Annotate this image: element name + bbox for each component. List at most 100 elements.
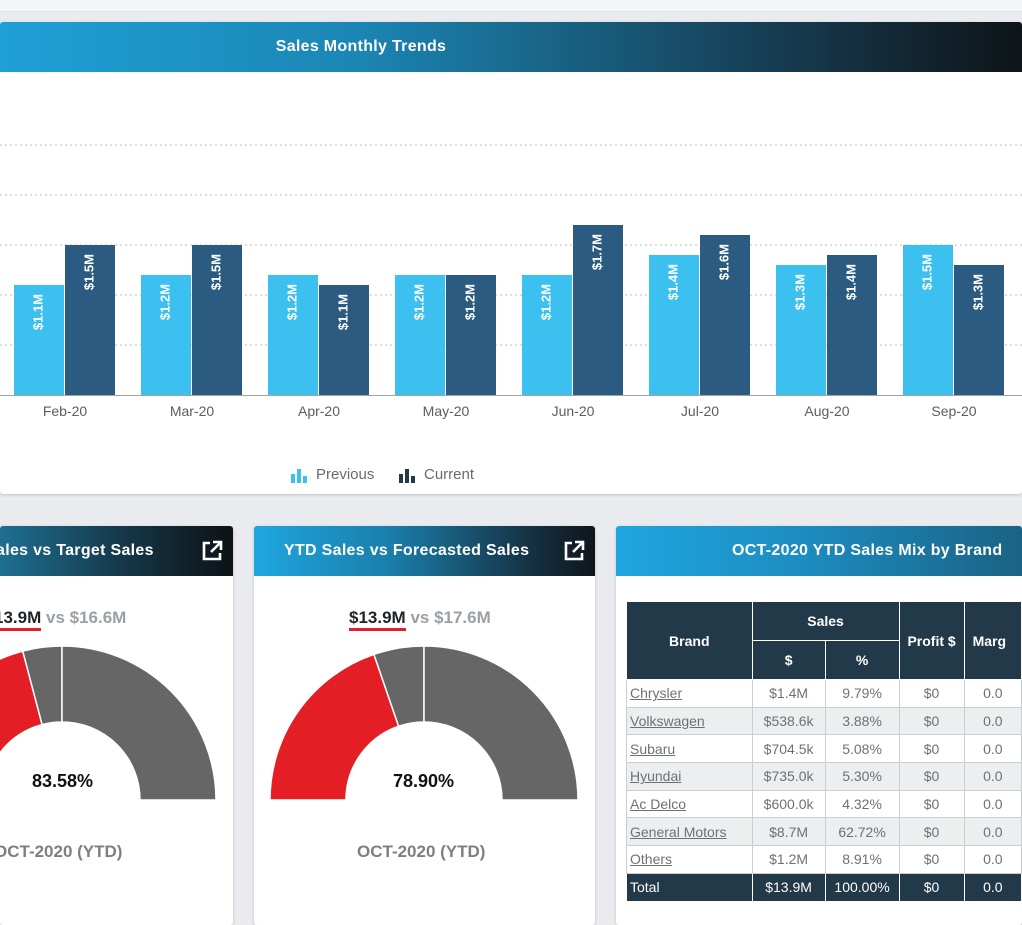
- bar-previous[interactable]: [268, 275, 318, 395]
- sales-mix-table: Brand Sales Profit $ Marg $ % Chrysler $…: [626, 601, 1022, 902]
- bar-previous[interactable]: [649, 255, 699, 395]
- gauge1-percent: 83.58%: [32, 771, 94, 791]
- mix-header: OCT-2020 YTD Sales Mix by Brand: [616, 526, 1022, 576]
- bar-current[interactable]: [700, 235, 750, 395]
- top-strip: [0, 0, 1022, 12]
- table-row: Chrysler $1.4M 9.79% $0 0.0: [626, 679, 1022, 708]
- bar-previous[interactable]: [395, 275, 445, 395]
- profit-cell: $0: [898, 789, 965, 819]
- sales-cell: $735.0k: [751, 762, 826, 791]
- bar-value-label: $1.2M: [157, 284, 172, 320]
- margin-cell: 0.0: [963, 762, 1022, 791]
- profit-cell: $0: [898, 734, 965, 764]
- legend-previous[interactable]: Previous: [290, 466, 374, 483]
- bar-current[interactable]: [65, 245, 115, 395]
- gauge2-current: $13.9M: [349, 608, 406, 631]
- x-tick-label: Feb-20: [43, 403, 88, 419]
- bar-chart-icon: [291, 468, 307, 483]
- percent-cell: 5.30%: [824, 762, 900, 791]
- bar-current[interactable]: [827, 255, 877, 395]
- profit-cell: $0: [898, 845, 965, 874]
- x-tick-label: Apr-20: [298, 403, 340, 419]
- percent-cell: 9.79%: [824, 679, 900, 708]
- bar-previous[interactable]: [522, 275, 572, 395]
- total-sales: $13.9M: [751, 872, 826, 902]
- ytd-vs-forecast-panel: YTD Sales vs Forecasted Sales $13.9M vs …: [254, 526, 595, 925]
- table-row: General Motors $8.7M 62.72% $0 0.0: [626, 817, 1022, 847]
- bar-current[interactable]: [319, 285, 369, 395]
- gauge2-vs-line: $13.9M vs $17.6M: [349, 608, 491, 631]
- bar-value-label: $1.4M: [843, 264, 858, 300]
- legend-current[interactable]: Current: [398, 466, 474, 483]
- bar-value-label: $1.1M: [335, 294, 350, 330]
- percent-cell: 4.32%: [824, 789, 900, 819]
- x-tick-label: May-20: [423, 403, 470, 419]
- total-label: Total: [626, 872, 753, 902]
- gauge2-title: YTD Sales vs Forecasted Sales: [284, 542, 530, 559]
- gauge1-header: ales vs Target Sales: [0, 526, 233, 576]
- sales-cell: $704.5k: [751, 734, 826, 764]
- brand-link[interactable]: General Motors: [626, 817, 753, 847]
- total-profit: $0: [898, 872, 965, 902]
- sales-mix-panel: OCT-2020 YTD Sales Mix by Brand Brand Sa…: [616, 526, 1022, 925]
- brand-link[interactable]: Ac Delco: [626, 789, 753, 819]
- sales-cell: $1.4M: [751, 679, 826, 708]
- external-link-icon[interactable]: [201, 540, 223, 562]
- brand-link[interactable]: Subaru: [626, 734, 753, 764]
- gauge1-chart: [0, 646, 217, 801]
- table-row: Hyundai $735.0k 5.30% $0 0.0: [626, 762, 1022, 791]
- profit-cell: $0: [898, 679, 965, 708]
- bar-current[interactable]: [192, 245, 242, 395]
- bar-value-label: $1.2M: [284, 284, 299, 320]
- percent-cell: 8.91%: [824, 845, 900, 874]
- col-profit-header: Profit $: [898, 601, 965, 680]
- bar-current[interactable]: [446, 275, 496, 395]
- bar-value-label: $1.2M: [411, 284, 426, 320]
- gauge1-current: 13.9M: [0, 608, 42, 631]
- bar-value-label: $1.1M: [30, 294, 45, 330]
- bar-previous[interactable]: [141, 275, 191, 395]
- total-percent: 100.00%: [824, 872, 900, 902]
- bar-previous[interactable]: [14, 285, 64, 395]
- brand-link[interactable]: Hyundai: [626, 762, 753, 791]
- gauge1-period: OCT-2020 (YTD): [0, 842, 123, 861]
- table-row: Others $1.2M 8.91% $0 0.0: [626, 845, 1022, 874]
- sales-cell: $538.6k: [751, 706, 826, 736]
- margin-cell: 0.0: [963, 679, 1022, 708]
- gauge2-forecast: vs $17.6M: [410, 608, 491, 627]
- col-sales-dollar-header: $: [751, 640, 826, 680]
- margin-cell: 0.0: [963, 845, 1022, 874]
- legend-previous-label: Previous: [316, 466, 375, 483]
- bar-previous[interactable]: [903, 245, 953, 395]
- brand-link[interactable]: Others: [626, 845, 753, 874]
- gauge1-vs-line: 13.9M vs $16.6M: [0, 608, 126, 631]
- gauge-remaining-segment[interactable]: [423, 646, 579, 801]
- sales-trend-chart: $1.1M $1.5M Feb-20 $1.2M $1.5M Mar-20 $1.2M $1.…: [0, 144, 1022, 419]
- bar-value-label: $1.5M: [81, 254, 96, 290]
- percent-cell: 62.72%: [824, 817, 900, 847]
- gauge-achieved-segment[interactable]: [269, 653, 400, 801]
- sales-cell: $8.7M: [751, 817, 826, 847]
- bar-value-label: $1.2M: [462, 284, 477, 320]
- table-total-row: Total $13.9M 100.00% $0 0.0: [626, 872, 1022, 902]
- brand-link[interactable]: Chrysler: [626, 679, 753, 708]
- table-row: Volkswagen $538.6k 3.88% $0 0.0: [626, 706, 1022, 736]
- col-sales-header: Sales: [751, 601, 900, 641]
- brand-link[interactable]: Volkswagen: [626, 706, 753, 736]
- bar-current[interactable]: [954, 265, 1004, 395]
- margin-cell: 0.0: [963, 734, 1022, 764]
- total-margin: 0.0: [963, 872, 1022, 902]
- bar-current[interactable]: [573, 225, 623, 395]
- margin-cell: 0.0: [963, 706, 1022, 736]
- bar-previous[interactable]: [776, 265, 826, 395]
- col-sales-percent-header: %: [824, 640, 900, 680]
- profit-cell: $0: [898, 762, 965, 791]
- external-link-icon[interactable]: [563, 540, 585, 562]
- gauge-remaining-segment[interactable]: [61, 646, 217, 801]
- margin-cell: 0.0: [963, 817, 1022, 847]
- gauge2-header: YTD Sales vs Forecasted Sales: [254, 526, 595, 576]
- gauge-achieved-segment[interactable]: [0, 650, 44, 800]
- bar-value-label: $1.3M: [970, 274, 985, 310]
- percent-cell: 5.08%: [824, 734, 900, 764]
